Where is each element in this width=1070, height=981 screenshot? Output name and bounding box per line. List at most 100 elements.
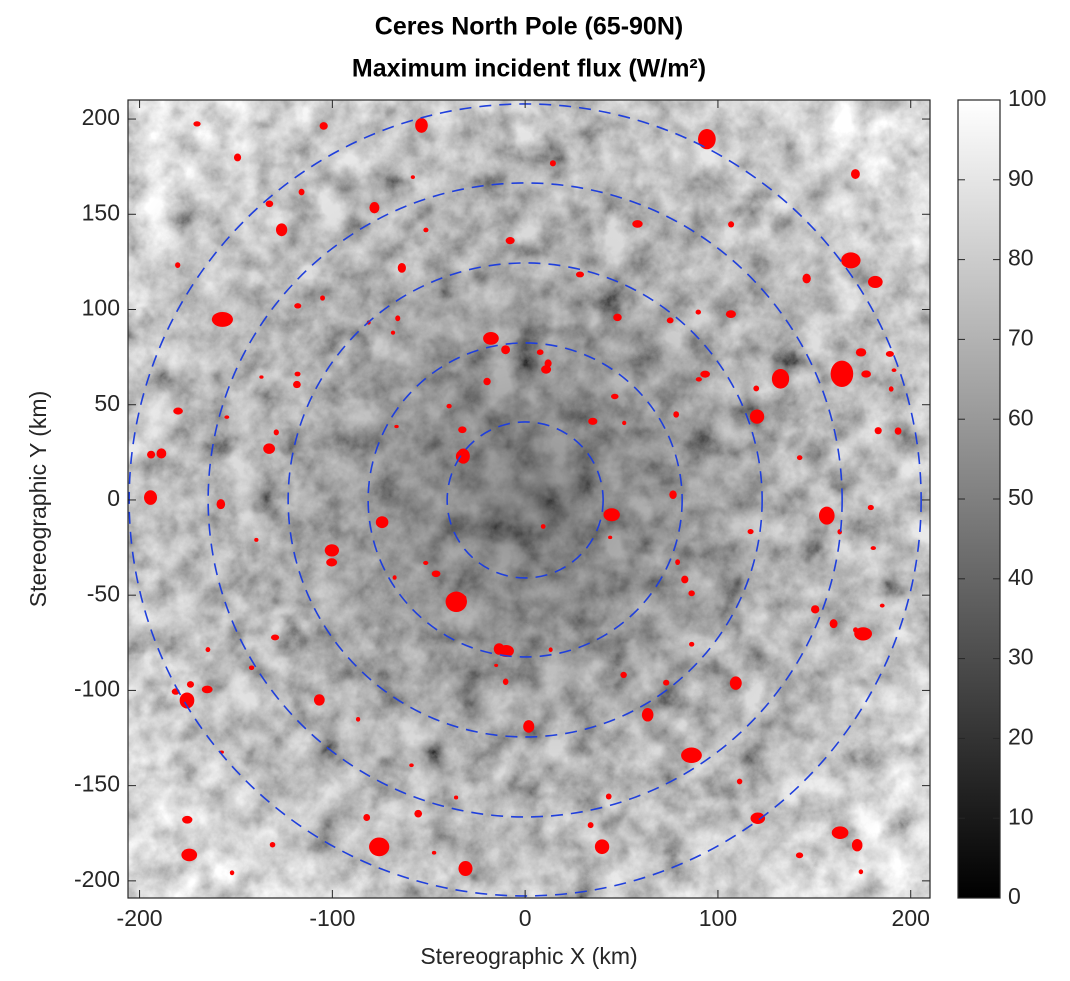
latitude-circle — [207, 182, 843, 818]
latitude-circle — [367, 342, 683, 658]
shadow-spot — [851, 838, 863, 852]
shadow-spot — [229, 870, 235, 876]
shadow-spot — [874, 427, 882, 435]
latitude-circle — [446, 421, 604, 579]
shadow-spot — [494, 663, 499, 667]
shadow-spot — [666, 317, 674, 324]
shadow-spot — [858, 869, 864, 875]
shadow-spot — [269, 841, 276, 848]
shadow-spot — [505, 237, 515, 245]
x-tick-label: -200 — [117, 905, 163, 931]
colorbar-tick-label: 30 — [1008, 644, 1034, 670]
shadow-spot — [587, 822, 594, 829]
shadow-spot — [423, 560, 429, 566]
shadow-spot — [641, 707, 654, 722]
shadow-spot — [549, 160, 556, 167]
shadow-spot — [224, 415, 230, 419]
shadow-spot — [326, 558, 338, 567]
shadow-spot — [216, 499, 226, 510]
shadow-spot — [544, 359, 552, 368]
shadow-spot — [688, 590, 695, 597]
shadow-spot — [548, 647, 553, 652]
shadow-spot — [675, 559, 681, 566]
shadow-spot — [588, 417, 598, 425]
shadow-spot — [265, 200, 274, 208]
y-tick-label: 200 — [82, 104, 120, 130]
y-tick-label: -50 — [87, 580, 120, 606]
shadow-spot — [620, 671, 627, 679]
shadow-spot — [409, 763, 414, 768]
shadow-spot — [728, 221, 735, 228]
shadow-spot — [392, 575, 397, 580]
y-tick-label: 100 — [82, 295, 120, 321]
shadow-spot — [829, 619, 838, 629]
shadow-spot — [879, 603, 885, 608]
shadow-spot — [729, 676, 742, 690]
shadow-spot — [186, 681, 195, 688]
plot-frame — [127, 99, 931, 899]
shadow-spot — [294, 371, 301, 377]
shadow-spot — [182, 815, 193, 824]
colorbar-tick-label: 60 — [1008, 404, 1034, 430]
shadow-spot — [394, 424, 399, 429]
shadow-spot — [397, 262, 406, 273]
shadow-spot — [673, 411, 680, 418]
chart-title: Ceres North Pole (65-90N) — [375, 13, 683, 41]
shadow-spot — [753, 385, 760, 392]
shadow-spot — [632, 220, 643, 228]
colorbar-tick-label: 50 — [1008, 484, 1034, 510]
shadow-spot — [294, 303, 302, 309]
colorbar-tick-label: 80 — [1008, 245, 1034, 271]
colorbar-tick-label: 100 — [1008, 85, 1046, 111]
shadow-spot — [700, 370, 710, 378]
shadow-spot — [423, 227, 429, 233]
shadow-spot — [747, 529, 754, 535]
shadow-spot — [498, 644, 514, 658]
shadow-spot — [414, 809, 423, 818]
shadow-spot — [867, 275, 883, 289]
y-tick-label: 150 — [82, 199, 120, 225]
shadow-spot — [888, 386, 894, 392]
shadow-spot — [855, 348, 867, 357]
shadow-spot — [830, 360, 854, 387]
shadow-spot — [831, 826, 849, 840]
y-tick-label: -150 — [74, 771, 120, 797]
shadow-spot — [867, 504, 874, 511]
x-tick-label: 100 — [699, 905, 737, 931]
shadow-spot — [248, 665, 255, 671]
shadow-spot — [483, 377, 491, 386]
shadow-spot — [795, 852, 804, 859]
y-axis-label: Stereographic Y (km) — [25, 391, 51, 607]
shadow-spot — [201, 685, 213, 694]
x-axis-label: Stereographic X (km) — [420, 943, 637, 969]
shadow-spot — [536, 349, 544, 355]
shadow-spot — [205, 647, 211, 653]
shadow-spot — [870, 546, 876, 551]
shadow-spot — [725, 310, 736, 318]
latitude-circle — [287, 262, 763, 738]
shadow-spot — [415, 117, 428, 133]
colorbar-tick-label: 0 — [1008, 883, 1021, 909]
shadow-spot — [861, 370, 872, 378]
shadow-spot — [802, 273, 811, 284]
x-tick-label: 200 — [892, 905, 930, 931]
shadow-spot — [313, 694, 325, 706]
shadow-spot — [850, 169, 860, 179]
shadow-spot — [749, 409, 765, 424]
shadow-spot — [736, 778, 743, 785]
shadow-spot — [611, 393, 619, 400]
chart-title: Maximum incident flux (W/m²) — [352, 55, 706, 83]
shadow-spot — [854, 627, 872, 641]
shadow-spot — [175, 262, 181, 268]
colorbar-tick-label: 70 — [1008, 324, 1034, 350]
shadow-spot — [689, 641, 695, 647]
shadow-spot — [818, 506, 835, 525]
shadow-spot — [796, 455, 803, 461]
y-tick-label: 0 — [107, 485, 120, 511]
shadow-spot — [446, 403, 452, 409]
shadow-spot — [613, 313, 622, 322]
shadow-spot — [179, 692, 195, 709]
shadow-spot — [319, 122, 328, 130]
